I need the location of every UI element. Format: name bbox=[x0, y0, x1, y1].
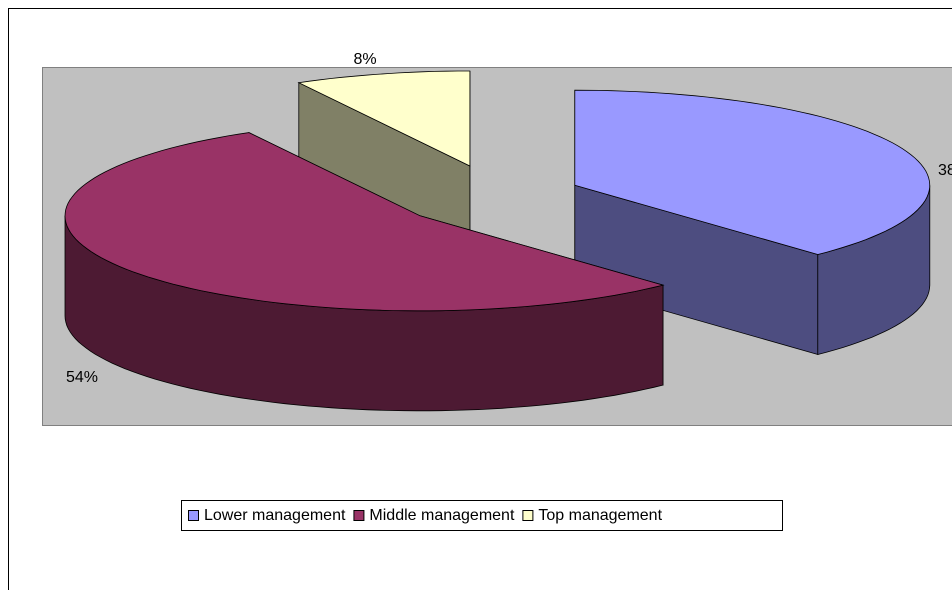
legend-swatch bbox=[188, 510, 199, 521]
slice bbox=[574, 89, 931, 255]
legend-swatch bbox=[522, 510, 534, 521]
legend-label: Lower management bbox=[204, 507, 346, 524]
slice bbox=[64, 132, 665, 312]
legend-label: Middle management bbox=[369, 507, 515, 524]
data-label: 8% bbox=[353, 51, 376, 68]
legend-swatch bbox=[353, 510, 365, 521]
data-label: 54% bbox=[66, 369, 98, 386]
slice bbox=[297, 70, 471, 167]
data-label: 38% bbox=[938, 162, 952, 179]
legend-label: Top management bbox=[538, 507, 662, 524]
pie: 38% 54% 8% bbox=[64, 51, 952, 412]
legend-items: Lower management Middle management Top man… bbox=[188, 507, 663, 524]
legend bbox=[181, 500, 783, 531]
